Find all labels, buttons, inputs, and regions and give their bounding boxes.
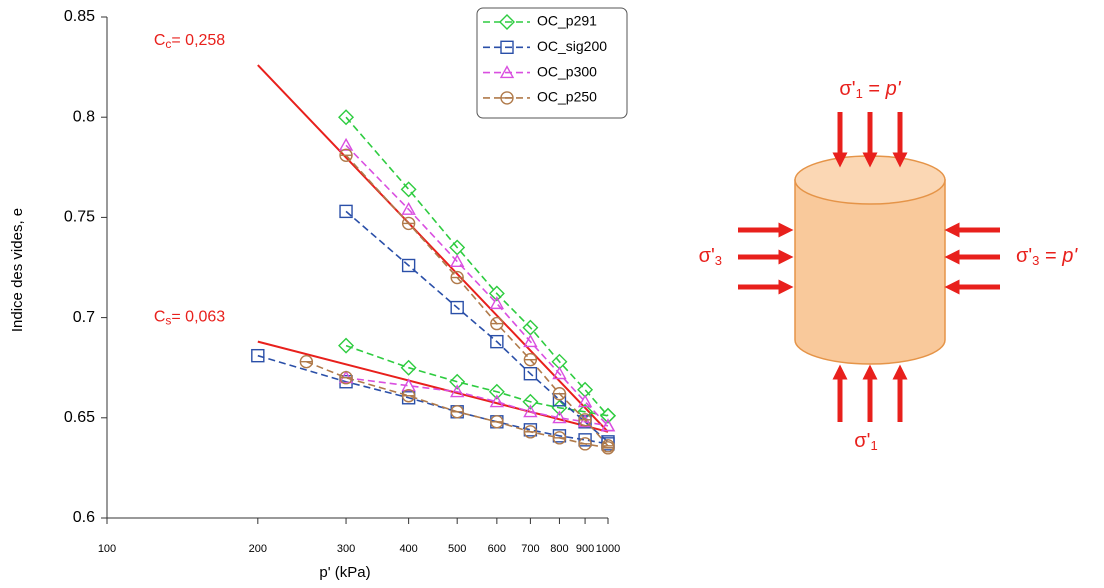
fit-label: Cc= 0,258 xyxy=(154,32,225,51)
marker xyxy=(499,65,515,79)
marker xyxy=(489,296,505,310)
marker xyxy=(500,40,514,54)
marker xyxy=(401,216,416,231)
marker xyxy=(552,431,567,445)
marker xyxy=(552,366,567,380)
fit-label: Cs= 0,063 xyxy=(154,309,225,328)
marker xyxy=(523,425,538,439)
legend-label: OC_p291 xyxy=(537,13,597,29)
fit-symbol: C xyxy=(154,32,166,49)
x-tick-label: 900 xyxy=(576,543,594,555)
marker xyxy=(338,109,355,126)
marker xyxy=(251,348,265,363)
legend-box xyxy=(476,7,628,119)
marker xyxy=(500,91,514,105)
bottom-stress-label: σ'1 xyxy=(854,430,877,453)
series-line xyxy=(345,116,609,417)
legend-label: OC_sig200 xyxy=(537,38,607,54)
top-stress-label: σ'1 = p' xyxy=(839,78,901,101)
marker xyxy=(577,414,593,428)
series-line xyxy=(257,354,609,445)
series-line xyxy=(345,154,609,447)
marker xyxy=(450,270,464,285)
series-line xyxy=(345,210,609,443)
marker xyxy=(578,413,592,427)
fit-text: = 0,258 xyxy=(171,32,225,49)
fit-line xyxy=(257,340,609,433)
marker xyxy=(338,137,354,151)
y-tick-label: 0.75 xyxy=(64,209,95,226)
marker xyxy=(490,316,504,331)
marker xyxy=(401,389,416,403)
y-tick-label: 0.65 xyxy=(64,409,95,426)
marker xyxy=(523,334,538,348)
x-tick-label: 100 xyxy=(98,543,116,555)
y-tick-label: 0.6 xyxy=(73,509,95,526)
series-line xyxy=(345,144,609,427)
marker xyxy=(523,404,538,418)
marker xyxy=(450,405,464,419)
marker xyxy=(449,373,466,390)
marker xyxy=(601,441,615,455)
x-tick-label: 1000 xyxy=(596,543,620,555)
marker xyxy=(339,371,353,385)
marker xyxy=(488,383,505,400)
marker xyxy=(523,352,538,367)
legend-label: OC_p250 xyxy=(537,89,597,105)
marker xyxy=(401,258,416,273)
y-tick-label: 0.85 xyxy=(64,8,95,25)
y-tick-label: 0.8 xyxy=(73,108,95,125)
marker xyxy=(578,437,592,451)
x-tick-label: 600 xyxy=(488,543,506,555)
marker xyxy=(339,148,353,162)
marker xyxy=(338,337,355,354)
x-tick-label: 200 xyxy=(249,543,267,555)
marker xyxy=(552,410,567,424)
marker xyxy=(299,354,314,369)
y-axis-label: Indice des vides, e xyxy=(9,208,26,332)
right-stress-label: σ'3 = p' xyxy=(1016,245,1078,268)
series-line xyxy=(345,344,609,417)
x-axis-label: p' (kPa) xyxy=(319,564,370,581)
marker xyxy=(578,433,592,447)
x-tick-label: 700 xyxy=(521,543,539,555)
y-tick-label: 0.7 xyxy=(73,309,95,326)
marker xyxy=(400,359,417,376)
marker xyxy=(400,181,417,198)
marker xyxy=(449,254,465,267)
x-tick-label: 500 xyxy=(448,543,466,555)
legend-label: OC_p300 xyxy=(537,63,597,79)
marker xyxy=(523,367,538,381)
marker xyxy=(449,384,465,398)
left-stress-label: σ'3 xyxy=(699,245,722,268)
marker xyxy=(490,334,504,349)
marker xyxy=(489,394,505,408)
x-tick-label: 400 xyxy=(399,543,417,555)
fit-subscript: c xyxy=(165,37,171,51)
x-tick-label: 800 xyxy=(550,543,568,555)
fit-subscript: s xyxy=(165,314,171,328)
x-tick-label: 300 xyxy=(337,543,355,555)
fit-line xyxy=(257,64,609,433)
marker xyxy=(450,300,464,315)
marker xyxy=(490,415,504,429)
cylinder xyxy=(794,155,946,365)
marker xyxy=(552,387,567,401)
stress-arrows xyxy=(738,112,1000,422)
marker xyxy=(522,393,539,410)
marker xyxy=(401,201,416,215)
marker xyxy=(600,418,616,432)
marker xyxy=(488,285,505,302)
marker xyxy=(401,378,416,392)
series-line xyxy=(345,376,609,427)
marker xyxy=(577,394,593,408)
marker xyxy=(600,407,616,424)
marker xyxy=(339,204,353,219)
fit-text: = 0,063 xyxy=(171,309,225,326)
fit-symbol: C xyxy=(154,309,166,326)
marker xyxy=(499,14,515,30)
